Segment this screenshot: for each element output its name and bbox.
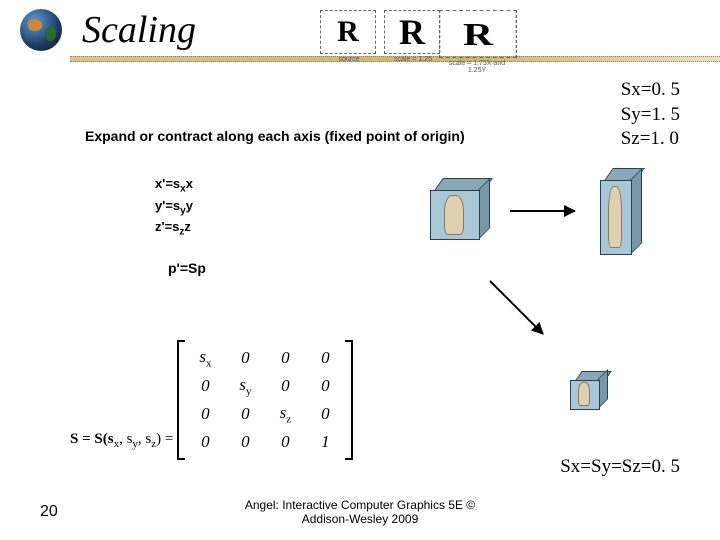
eq1-lhs: x'=s (155, 176, 180, 191)
cube-scaled-small (570, 370, 630, 430)
attribution-text: Angel: Interactive Computer Graphics 5E … (240, 498, 480, 526)
r-letter-125: R (384, 10, 440, 54)
sy-value: Sy=1. 5 (621, 103, 680, 128)
matrix-label-c: , s (138, 431, 151, 447)
arrow-to-scaled2 (489, 280, 543, 334)
bracket-right (345, 340, 353, 460)
r-caption-125: scale = 1.25 (384, 56, 442, 63)
sz-value: Sz=1. 0 (621, 127, 680, 152)
r-scaling-demo: R source R scale = 1.25 R scale = 1.75X … (320, 10, 506, 74)
matrix-body: sx 0 0 0 0 sy 0 0 0 0 sz 0 0 0 0 1 (185, 340, 345, 460)
globe-icon (20, 9, 62, 51)
cube-scaled-wide (600, 170, 660, 230)
bracket-left (177, 340, 185, 460)
uniform-scale-label: Sx=Sy=Sz=0. 5 (560, 456, 680, 478)
subtitle-text: Expand or contract along each axis (fixe… (85, 128, 465, 144)
matrix-label-d: ) = (156, 431, 173, 447)
r-letter-source: R (320, 10, 376, 54)
eq3-rhs: z (184, 219, 191, 234)
psp-equation: p'=Sp (168, 260, 206, 276)
page-number: 20 (40, 503, 58, 521)
eq3-lhs: z'=s (155, 219, 179, 234)
arrow-to-scaled1 (510, 210, 575, 212)
matrix-label-a: S = S(s (70, 431, 114, 447)
matrix-label-b: , s (119, 431, 132, 447)
eq1-rhs: x (186, 176, 193, 191)
sx-value: Sx=0. 5 (621, 78, 680, 103)
eq2-lhs: y'=s (155, 198, 180, 213)
scaling-equations: x'=sxx y'=syy z'=szz (155, 175, 193, 240)
r-caption-175: scale = 1.75X and 1.25Y (448, 60, 506, 74)
scale-values-box: Sx=0. 5 Sy=1. 5 Sz=1. 0 (621, 78, 680, 152)
slide-title: Scaling (82, 8, 196, 52)
matrix-definition: S = S(sx, sy, sz) = sx 0 0 0 0 sy 0 0 0 … (70, 380, 353, 500)
eq2-rhs: y (186, 198, 193, 213)
cube-original (430, 180, 490, 240)
r-letter-175: R (439, 10, 517, 58)
r-caption-source: source (320, 56, 378, 63)
